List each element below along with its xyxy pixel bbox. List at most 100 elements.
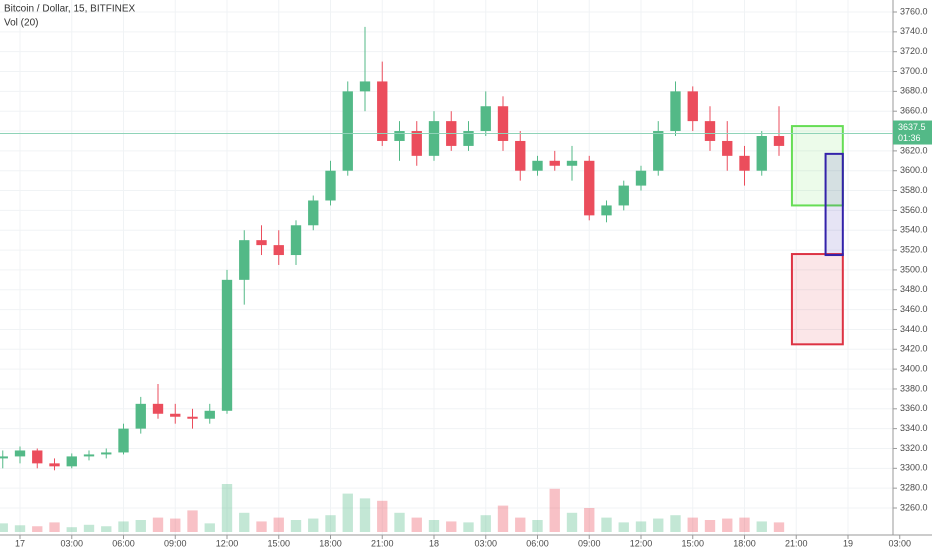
candle-body xyxy=(66,456,77,467)
candle-body xyxy=(549,160,560,166)
last-price-box xyxy=(893,120,932,145)
volume-bar xyxy=(601,517,612,532)
volume-bar xyxy=(773,522,785,532)
volume-bar xyxy=(670,515,681,532)
y-tick-label: 3300.0 xyxy=(900,463,928,473)
y-tick-label: 3420.0 xyxy=(900,344,928,354)
volume-bar xyxy=(687,517,698,532)
candle-body xyxy=(325,170,336,201)
chart-title: Bitcoin / Dollar, 15, BITFINEX xyxy=(4,4,135,15)
y-tick-label: 3400.0 xyxy=(900,363,928,373)
volume-bar xyxy=(480,515,491,532)
candles xyxy=(0,26,785,471)
x-tick-label: 03:00 xyxy=(474,538,497,548)
candle-body xyxy=(290,225,302,256)
volume-bar xyxy=(290,520,302,532)
volume-bar xyxy=(756,521,767,532)
volume-bar xyxy=(325,515,336,532)
candle-body xyxy=(532,160,543,171)
volume-bar xyxy=(463,522,474,532)
volume-bar xyxy=(618,522,629,532)
x-tick-label: 19 xyxy=(843,538,853,548)
candle-body xyxy=(0,456,8,459)
x-tick-label: 18:00 xyxy=(319,538,342,548)
volume-pane xyxy=(0,484,785,532)
candle-body xyxy=(342,91,353,171)
y-tick-label: 3360.0 xyxy=(900,403,928,413)
volume-bar xyxy=(635,521,647,532)
candle-body xyxy=(635,170,647,186)
candle-body xyxy=(618,185,629,206)
drawing-box xyxy=(824,152,844,257)
volume-bar xyxy=(704,520,716,532)
x-tick-label: 17 xyxy=(15,538,25,548)
x-tick-label: 03:00 xyxy=(888,538,911,548)
volume-bar xyxy=(14,525,26,532)
volume-bar xyxy=(0,523,8,532)
volume-bar xyxy=(273,517,284,532)
x-tick-label: 21:00 xyxy=(785,538,808,548)
candle-body xyxy=(756,136,767,171)
x-tick-label: 06:00 xyxy=(112,538,135,548)
drawing-box xyxy=(790,253,844,346)
x-tick-label: 09:00 xyxy=(578,538,601,548)
volume-bar xyxy=(204,523,215,532)
y-tick-label: 3680.0 xyxy=(900,86,928,96)
volume-bar xyxy=(221,484,233,532)
candle-body xyxy=(239,240,250,280)
y-tick-label: 3260.0 xyxy=(900,502,928,512)
candle-body xyxy=(221,279,233,411)
candle-body xyxy=(359,81,371,92)
volume-bar xyxy=(446,521,457,532)
x-tick-label: 06:00 xyxy=(526,538,549,548)
candle-body xyxy=(566,160,578,166)
candle-body xyxy=(273,245,284,256)
candle-body xyxy=(463,131,474,146)
y-tick-label: 3720.0 xyxy=(900,46,928,56)
volume-bar xyxy=(515,517,526,532)
candle-body xyxy=(83,454,95,457)
candle-body xyxy=(135,403,146,429)
drawing-box xyxy=(790,125,844,207)
x-tick-label: 03:00 xyxy=(60,538,83,548)
volume-bar xyxy=(170,518,181,532)
volume-bar xyxy=(497,505,509,532)
candle-body xyxy=(739,155,750,171)
volume-bar xyxy=(739,517,750,532)
volume-bar xyxy=(532,520,543,532)
candle-body xyxy=(14,450,26,457)
candle-body xyxy=(118,428,129,453)
candle-body xyxy=(480,106,491,132)
y-tick-label: 3620.0 xyxy=(900,145,928,155)
candle-body xyxy=(722,140,733,156)
volume-bar xyxy=(239,512,250,532)
x-tick-label: 09:00 xyxy=(164,538,187,548)
y-tick-label: 3660.0 xyxy=(900,106,928,116)
volume-bar xyxy=(394,512,405,532)
volume-bar xyxy=(584,508,595,532)
candle-body xyxy=(601,205,612,216)
y-tick-label: 3520.0 xyxy=(900,244,928,254)
candle-body xyxy=(687,91,698,122)
y-tick-label: 3320.0 xyxy=(900,443,928,453)
volume-bar xyxy=(428,520,440,532)
candle-body xyxy=(411,131,422,156)
candle-body xyxy=(308,200,319,226)
candle-body xyxy=(704,121,716,141)
volume-bar xyxy=(342,493,353,532)
candle-body xyxy=(584,160,595,216)
grid xyxy=(0,0,893,535)
volume-bar xyxy=(308,518,319,532)
x-tick-label: 18 xyxy=(429,538,439,548)
volume-bar xyxy=(549,488,560,532)
y-tick-label: 3560.0 xyxy=(900,205,928,215)
volume-bar xyxy=(256,521,267,532)
candle-body xyxy=(497,106,509,141)
candle-body xyxy=(256,240,267,246)
y-tick-label: 3480.0 xyxy=(900,284,928,294)
volume-bar xyxy=(722,518,733,532)
candle-body xyxy=(187,416,198,419)
candle-body xyxy=(152,403,164,414)
x-tick-label: 18:00 xyxy=(733,538,756,548)
